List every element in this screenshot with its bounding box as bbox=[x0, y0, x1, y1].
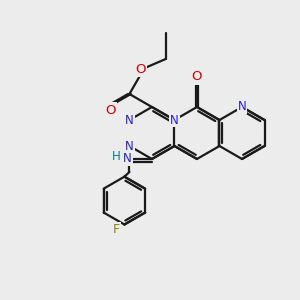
Text: N: N bbox=[238, 100, 246, 113]
Text: O: O bbox=[135, 63, 146, 76]
Text: N: N bbox=[123, 152, 132, 166]
Text: O: O bbox=[105, 103, 116, 116]
Text: N: N bbox=[125, 140, 134, 152]
Text: O: O bbox=[192, 70, 202, 83]
Text: H: H bbox=[112, 149, 121, 163]
Text: N: N bbox=[125, 113, 134, 127]
Text: N: N bbox=[170, 113, 179, 127]
Text: F: F bbox=[113, 223, 120, 236]
